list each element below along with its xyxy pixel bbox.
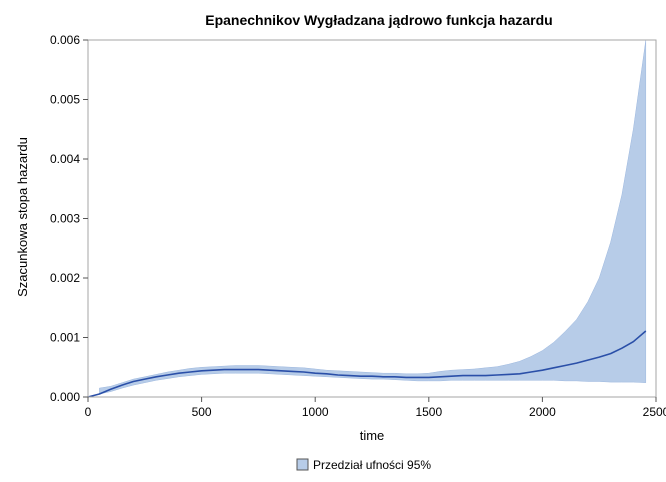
hazard-line <box>87 330 647 398</box>
plot-area <box>87 39 647 398</box>
legend: Przedział ufności 95% <box>296 458 431 472</box>
y-axis-label: Szacunkowa stopa hazardu <box>15 137 30 297</box>
chart-title: Epanechnikov Wygładzana jądrowo funkcja … <box>205 12 552 28</box>
legend-label: Przedział ufności 95% <box>313 458 431 472</box>
y-tick-label: 0.002 <box>50 271 80 285</box>
y-tick-label: 0.006 <box>50 33 80 47</box>
x-axis-label: time <box>360 428 385 443</box>
legend-swatch <box>296 458 309 471</box>
y-tick-label: 0.000 <box>50 390 80 404</box>
y-tick-label: 0.003 <box>50 212 80 226</box>
x-tick-label: 0 <box>85 405 92 419</box>
x-tick-label: 2000 <box>529 405 556 419</box>
y-tick-label: 0.001 <box>50 331 80 345</box>
y-tick-label: 0.004 <box>50 152 80 166</box>
x-tick-label: 1000 <box>302 405 329 419</box>
x-tick-label: 1500 <box>415 405 442 419</box>
y-tick-label: 0.005 <box>50 93 80 107</box>
x-tick-label: 500 <box>192 405 212 419</box>
confidence-band <box>99 39 647 395</box>
